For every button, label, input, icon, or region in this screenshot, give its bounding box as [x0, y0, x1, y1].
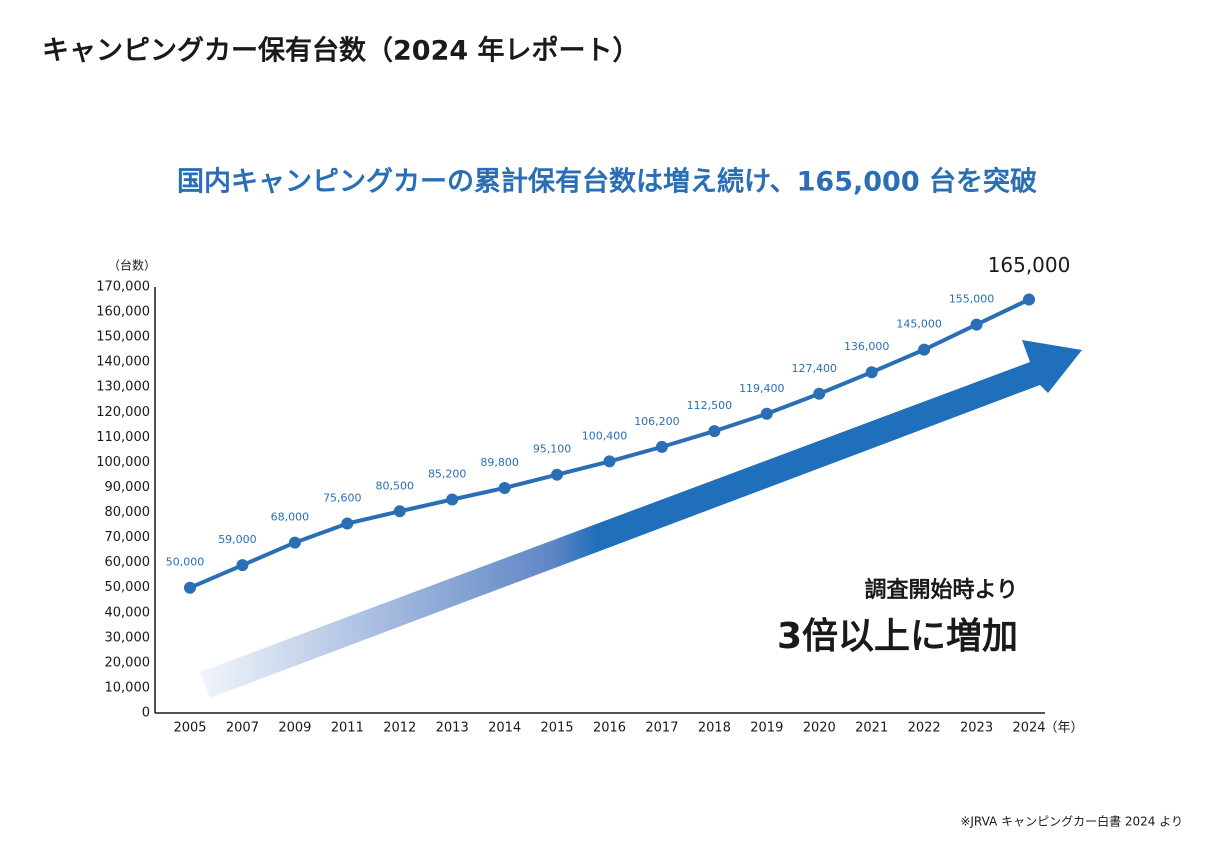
data-point	[446, 493, 459, 506]
x-tick-label: 2024	[1012, 721, 1045, 736]
annotation: 調査開始時より	[864, 577, 1018, 603]
x-tick-label: 2007	[226, 721, 259, 736]
y-tick-label: 60,000	[105, 555, 151, 570]
trend-arrow	[200, 340, 1082, 698]
data-point	[551, 468, 564, 481]
data-point	[603, 455, 616, 468]
data-point	[393, 505, 406, 518]
y-tick-label: 50,000	[105, 580, 151, 595]
x-tick-label: 2005	[173, 721, 206, 736]
chart-title: キャンピングカー保有台数（2024 年レポート）	[42, 35, 640, 67]
value-label: 136,000	[844, 340, 890, 353]
x-tick-label: 2020	[803, 721, 836, 736]
x-tick-label: 2015	[541, 721, 574, 736]
y-tick-label: 130,000	[96, 380, 150, 395]
value-label: 85,200	[428, 467, 467, 480]
y-tick-label: 170,000	[96, 280, 150, 295]
y-tick-label: 10,000	[105, 680, 151, 695]
data-point	[918, 343, 931, 356]
data-point	[288, 536, 301, 549]
value-label: 119,400	[739, 382, 785, 395]
data-point	[813, 387, 826, 400]
y-tick-label: 70,000	[105, 530, 151, 545]
x-tick-label: 2019	[750, 721, 783, 736]
data-point	[760, 407, 773, 420]
data-point	[236, 559, 249, 572]
y-axis-label: （台数）	[108, 258, 156, 273]
value-label: 95,100	[533, 443, 572, 456]
y-tick-label: 40,000	[105, 605, 151, 620]
annotation: 3倍以上に増加	[777, 616, 1018, 657]
x-tick-label: 2013	[436, 721, 469, 736]
value-label: 165,000	[988, 253, 1071, 277]
data-point	[498, 481, 511, 494]
value-label: 112,500	[687, 399, 733, 412]
value-label: 145,000	[896, 318, 942, 331]
value-label: 75,600	[323, 492, 362, 505]
data-point	[341, 517, 354, 530]
x-tick-label: 2021	[855, 721, 888, 736]
value-label: 155,000	[949, 293, 995, 306]
y-tick-label: 30,000	[105, 630, 151, 645]
y-tick-label: 160,000	[96, 305, 150, 320]
y-tick-label: 140,000	[96, 355, 150, 370]
y-tick-label: 0	[142, 706, 150, 721]
source-note: ※JRVA キャンピングカー白書 2024 より	[960, 814, 1183, 829]
x-tick-label: 2023	[960, 721, 993, 736]
y-tick-label: 80,000	[105, 505, 151, 520]
x-tick-label: 2018	[698, 721, 731, 736]
y-tick-label: 20,000	[105, 655, 151, 670]
data-point	[184, 581, 196, 594]
x-tick-label: 2011	[331, 721, 364, 736]
x-tick-label: 2012	[383, 721, 416, 736]
x-tick-label: 2017	[645, 721, 678, 736]
x-axis-label: （年）	[1044, 721, 1083, 736]
y-tick-label: 110,000	[96, 430, 150, 445]
y-tick-label: 100,000	[96, 455, 150, 470]
value-label: 100,400	[582, 429, 628, 442]
y-tick-label: 120,000	[96, 405, 150, 420]
value-label: 59,000	[218, 533, 257, 546]
y-tick-label: 150,000	[96, 330, 150, 345]
x-tick-label: 2009	[278, 721, 311, 736]
value-label: 50,000	[166, 556, 205, 569]
value-label: 80,500	[376, 479, 415, 492]
value-label: 89,800	[480, 456, 519, 469]
data-point	[970, 318, 983, 331]
x-tick-label: 2014	[488, 721, 521, 736]
data-point	[865, 366, 878, 379]
value-label: 127,400	[792, 362, 838, 375]
value-label: 106,200	[634, 415, 680, 428]
chart-subtitle: 国内キャンピングカーの累計保有台数は増え続け、165,000 台を突破	[177, 166, 1037, 198]
data-point	[655, 440, 668, 453]
x-tick-label: 2022	[908, 721, 941, 736]
y-tick-label: 90,000	[105, 480, 151, 495]
data-point	[1023, 293, 1035, 306]
value-label: 68,000	[271, 511, 310, 524]
x-tick-label: 2016	[593, 721, 626, 736]
data-point	[708, 425, 721, 438]
